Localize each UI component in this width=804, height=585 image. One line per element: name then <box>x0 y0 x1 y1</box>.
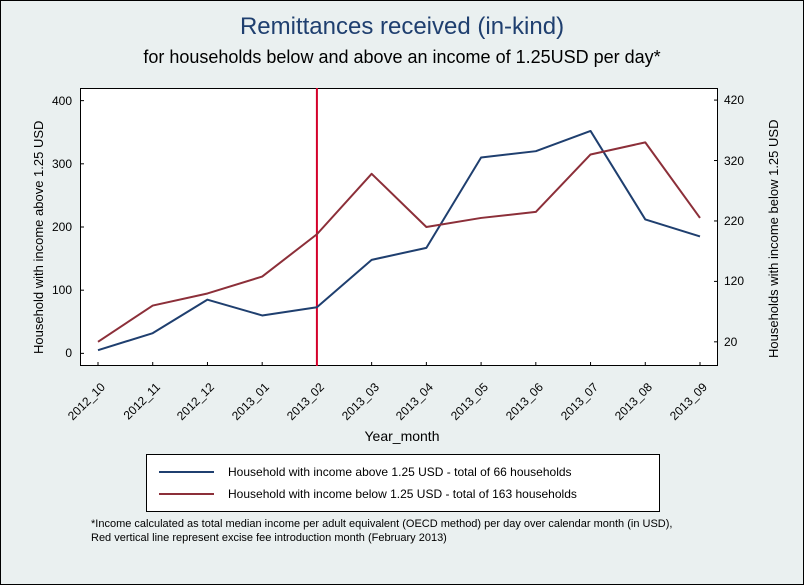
x-tick-label: 2013_01 <box>223 380 272 429</box>
x-tick-label: 2012_12 <box>169 380 218 429</box>
plot-area <box>80 88 718 366</box>
x-tick-label: 2012_10 <box>59 380 108 429</box>
footnote-line-2: Red vertical line represent excise fee i… <box>91 532 447 544</box>
legend-swatch-above <box>159 471 214 473</box>
x-tick-label: 2013_04 <box>388 380 437 429</box>
legend-label: Household with income above 1.25 USD - t… <box>228 465 572 479</box>
legend-item: Household with income above 1.25 USD - t… <box>159 461 647 483</box>
y-left-tick-label: 0 <box>65 346 72 360</box>
y-left-tick-label: 400 <box>52 94 72 108</box>
x-tick-label: 2013_05 <box>442 380 491 429</box>
x-tick-label: 2013_03 <box>333 380 382 429</box>
y-left-tick-label: 200 <box>52 220 72 234</box>
y-right-tick-label: 20 <box>724 335 737 349</box>
chart-title: Remittances received (in-kind) <box>1 13 803 41</box>
x-axis-label: Year_month <box>1 428 803 444</box>
x-tick-label: 2013_09 <box>661 380 710 429</box>
chart-container: Remittances received (in-kind) for house… <box>0 0 804 585</box>
y-axis-right-label: Households with income below 1.25 USD <box>766 120 781 358</box>
legend: Household with income above 1.25 USD - t… <box>146 454 660 512</box>
legend-swatch-below <box>159 493 214 495</box>
footnote-line-1: *Income calculated as total median incom… <box>91 518 672 530</box>
y-left-tick-label: 300 <box>52 157 72 171</box>
y-left-tick-label: 100 <box>52 283 72 297</box>
chart-subtitle: for households below and above an income… <box>1 47 803 68</box>
y-right-tick-label: 420 <box>724 93 744 107</box>
plot-svg <box>80 88 718 366</box>
y-right-tick-label: 220 <box>724 214 744 228</box>
x-tick-label: 2013_08 <box>606 380 655 429</box>
x-tick-label: 2012_11 <box>114 380 163 429</box>
x-tick-label: 2013_07 <box>552 380 601 429</box>
legend-label: Household with income below 1.25 USD - t… <box>228 487 577 501</box>
x-tick-label: 2013_02 <box>278 380 327 429</box>
legend-item: Household with income below 1.25 USD - t… <box>159 483 647 505</box>
y-right-tick-label: 120 <box>724 274 744 288</box>
y-right-tick-label: 320 <box>724 154 744 168</box>
x-tick-label: 2013_06 <box>497 380 546 429</box>
y-axis-left-label: Household with income above 1.25 USD <box>31 121 46 354</box>
